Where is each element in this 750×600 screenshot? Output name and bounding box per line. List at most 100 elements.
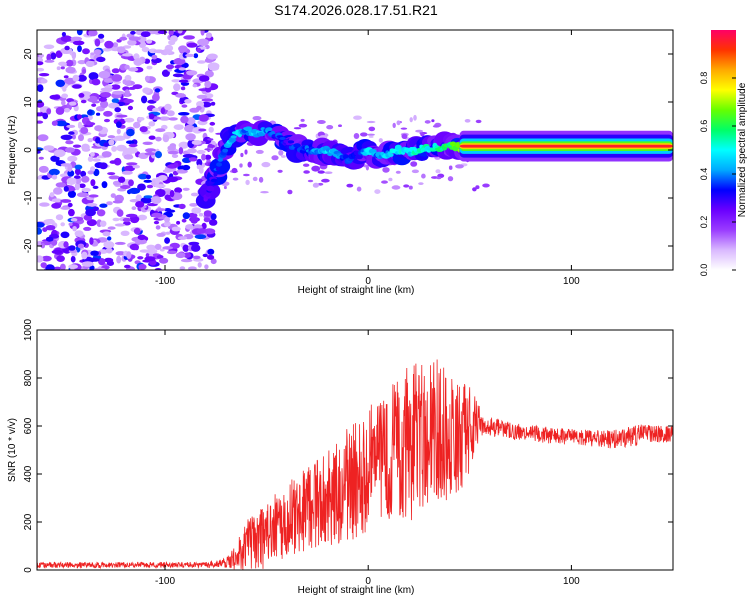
noise-blob (321, 178, 330, 183)
noise-blob (83, 226, 92, 231)
noise-blob (74, 182, 80, 191)
noise-blob (165, 231, 171, 235)
noise-blob (278, 149, 284, 156)
noise-blob (111, 145, 117, 152)
noise-blob (396, 120, 401, 126)
y-tick-label: 200 (23, 513, 34, 530)
noise-blob (51, 174, 58, 180)
noise-blob (400, 127, 408, 130)
noise-blob (155, 151, 162, 159)
noise-blob (210, 258, 217, 265)
noise-blob (68, 101, 77, 106)
signal-blob (222, 148, 229, 153)
noise-blob (102, 231, 111, 237)
noise-blob (124, 264, 131, 269)
noise-blob (60, 35, 73, 42)
noise-blob (475, 119, 482, 124)
noise-blob (112, 217, 120, 222)
noise-blob (112, 90, 125, 95)
noise-blob (436, 176, 442, 180)
noise-blob (87, 97, 97, 103)
noise-blob (37, 227, 42, 235)
noise-blob (85, 208, 96, 217)
noise-blob (207, 138, 214, 141)
colorbar-tick-label: 0.2 (699, 216, 709, 229)
noise-blob (157, 30, 168, 35)
noise-blob (119, 36, 128, 41)
noise-blob (210, 213, 217, 221)
line-y-axis-label: SNR (10 * v/v) (7, 418, 18, 482)
y-tick-label: -20 (23, 238, 34, 253)
noise-blob (431, 119, 435, 123)
noise-blob (381, 180, 388, 184)
signal-blob (279, 137, 286, 140)
noise-blob (171, 154, 179, 158)
noise-blob (167, 176, 179, 183)
noise-blob (122, 217, 131, 223)
noise-blob (61, 93, 69, 99)
noise-blob (72, 40, 85, 46)
noise-blob (85, 60, 95, 68)
noise-blob (66, 177, 77, 185)
noise-blob (88, 72, 99, 81)
noise-blob (112, 200, 123, 204)
noise-blob (124, 64, 130, 70)
noise-blob (185, 53, 195, 58)
noise-blob (152, 107, 160, 113)
noise-blob (87, 170, 94, 175)
noise-blob (184, 124, 195, 133)
noise-blob (53, 187, 63, 195)
noise-blob (112, 180, 121, 186)
noise-blob (65, 140, 74, 145)
noise-blob (182, 187, 190, 191)
noise-blob (80, 170, 87, 177)
noise-blob (378, 138, 383, 143)
noise-blob (98, 70, 111, 79)
noise-blob (107, 172, 116, 176)
noise-blob (141, 46, 150, 53)
noise-blob (77, 192, 89, 198)
noise-blob (346, 183, 354, 188)
noise-blob (38, 156, 44, 160)
noise-blob (103, 142, 110, 147)
noise-blob (128, 36, 141, 41)
noise-blob (194, 234, 207, 240)
noise-blob (243, 173, 250, 177)
noise-blob (137, 234, 146, 241)
noise-blob (207, 248, 215, 255)
noise-blob (281, 155, 286, 158)
noise-blob (128, 179, 134, 187)
noise-blob (43, 44, 55, 50)
noise-blob (96, 112, 101, 116)
line-x-axis-label: Height of straight line (km) (298, 585, 415, 596)
noise-blob (209, 219, 218, 226)
noise-blob (151, 196, 162, 205)
signal-blob (210, 178, 218, 183)
noise-blob (140, 31, 151, 38)
noise-blob (168, 39, 176, 46)
noise-blob (114, 107, 121, 113)
heatmap-y-axis-label: Frequency (Hz) (7, 116, 18, 185)
noise-blob (98, 97, 108, 102)
noise-blob (40, 78, 48, 84)
noise-blob (139, 249, 150, 253)
noise-blob (92, 185, 99, 189)
noise-blob (193, 53, 199, 59)
noise-blob (245, 179, 250, 186)
noise-blob (200, 30, 205, 36)
noise-blob (63, 75, 69, 79)
noise-blob (203, 217, 211, 223)
noise-blob (169, 190, 175, 198)
noise-blob (191, 244, 201, 252)
noise-blob (162, 246, 174, 250)
noise-blob (138, 41, 147, 49)
noise-blob (413, 114, 417, 121)
noise-blob (196, 158, 203, 167)
noise-blob (88, 30, 98, 37)
noise-blob (126, 140, 135, 144)
noise-blob (111, 98, 120, 104)
noise-blob (155, 128, 166, 133)
noise-blob (80, 99, 87, 104)
noise-blob (197, 60, 206, 64)
x-tick-label: -100 (155, 576, 175, 587)
